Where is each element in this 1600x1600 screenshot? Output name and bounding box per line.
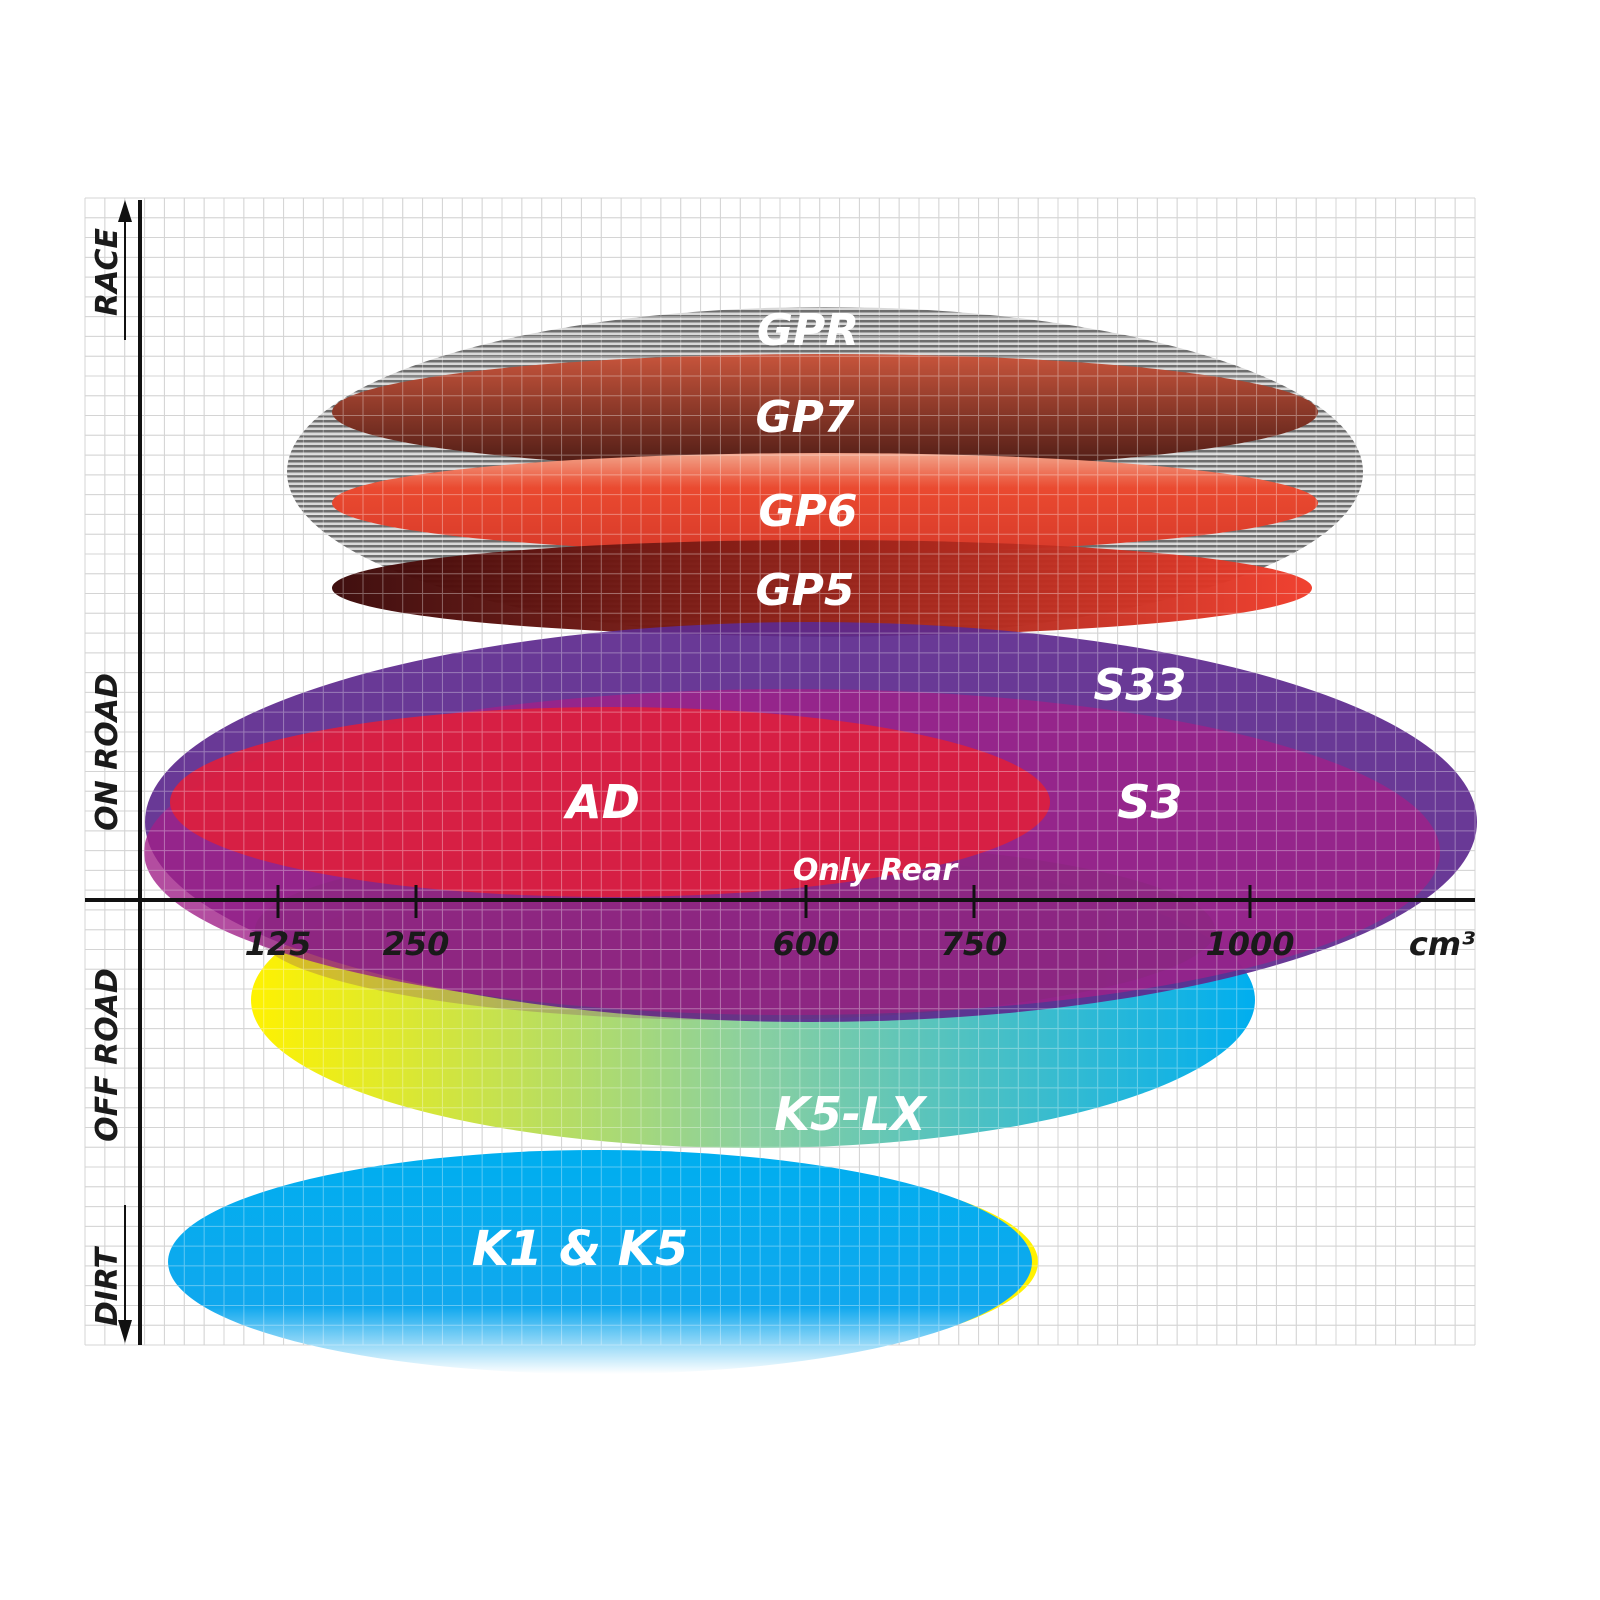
x-tick-label: 250 (383, 925, 450, 963)
label-gpr: GPR (757, 305, 859, 356)
label-gp6: GP6 (759, 486, 858, 537)
y-axis-label: DIRT (90, 1245, 125, 1326)
x-axis-unit: cm³ (1409, 925, 1475, 963)
label-k5lx: K5-LX (774, 1087, 928, 1141)
y-axis-label: RACE (90, 228, 125, 316)
label-s3: S3 (1117, 775, 1182, 829)
x-tick-label: 125 (245, 925, 312, 963)
label-ad: AD (563, 775, 640, 829)
y-axis-label: ON ROAD (90, 673, 125, 831)
label-gp5: GP5 (756, 565, 855, 616)
ellipse-gp5 (332, 540, 1312, 636)
ellipse-gp6 (332, 453, 1318, 553)
product-ellipses (144, 307, 1477, 1374)
ellipse-gp7 (332, 354, 1318, 470)
x-tick-label: 1000 (1205, 925, 1294, 963)
product-labels: GPR GP7 GP6 GP5 S33 S3 AD Only Rear K5-LX K1 & K5 (472, 305, 1187, 1277)
label-onlyrear: Only Rear (793, 853, 959, 888)
axes: 125 250 600 750 1000 cm³ RACE ON ROAD OFF ROAD DI… (85, 200, 1475, 1345)
down-arrow-icon (118, 1320, 132, 1343)
ellipse-k1k5 (168, 1150, 1032, 1374)
x-tick-label: 750 (941, 925, 1008, 963)
up-arrow-icon (118, 200, 132, 222)
grid-overlay (84, 197, 1476, 1346)
label-s33: S33 (1094, 660, 1187, 711)
x-tick-label: 600 (773, 925, 840, 963)
y-axis-label: OFF ROAD (90, 968, 125, 1142)
label-gp7: GP7 (756, 392, 855, 443)
label-k1k5: K1 & K5 (472, 1221, 688, 1277)
ellipse-ad (170, 707, 1050, 897)
